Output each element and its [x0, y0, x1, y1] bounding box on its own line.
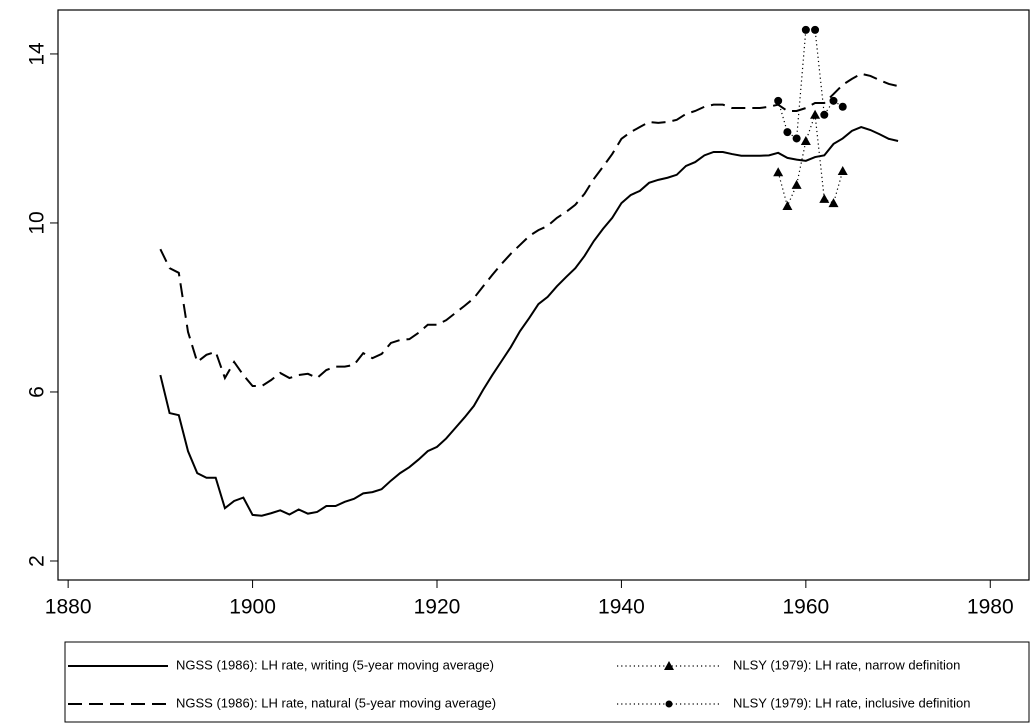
- legend-label: NLSY (1979): LH rate, narrow definition: [733, 657, 960, 672]
- marker-triangle: [782, 201, 793, 211]
- x-tick-label: 1960: [782, 596, 829, 619]
- series-line: [159, 125, 899, 517]
- marker-circle: [801, 25, 810, 34]
- y-tick-label: 2: [26, 555, 49, 567]
- x-tick-label: 1880: [45, 596, 92, 619]
- marker-circle: [783, 128, 792, 137]
- marker-circle: [838, 102, 847, 111]
- series-line: [159, 72, 899, 388]
- y-tick-label: 14: [26, 42, 49, 66]
- plot-frame: [57, 9, 1030, 581]
- marker-triangle: [810, 109, 821, 119]
- legend-label: NLSY (1979): LH rate, inclusive definiti…: [733, 695, 971, 710]
- series-line: [777, 29, 844, 140]
- marker-circle: [820, 110, 829, 119]
- x-tick-label: 1920: [414, 596, 461, 619]
- x-tick-label: 1900: [229, 596, 276, 619]
- marker-triangle: [791, 179, 802, 189]
- marker-circle: [792, 134, 801, 143]
- marker-triangle: [828, 198, 839, 208]
- marker-triangle: [800, 135, 811, 145]
- marker-triangle: [819, 193, 830, 203]
- marker-triangle: [773, 167, 784, 177]
- marker-circle: [774, 96, 783, 105]
- y-tick-label: 10: [26, 211, 49, 234]
- legend-label: NGSS (1986): LH rate, natural (5-year mo…: [176, 695, 496, 710]
- legend-marker: [665, 700, 673, 708]
- marker-circle: [811, 25, 820, 34]
- legend-label: NGSS (1986): LH rate, writing (5-year mo…: [176, 657, 494, 672]
- y-tick-label: 6: [26, 386, 49, 398]
- marker-circle: [829, 96, 838, 105]
- series-line: [777, 114, 844, 208]
- legend-marker: [664, 661, 674, 670]
- legend-box: [64, 641, 1030, 723]
- x-tick-label: 1940: [598, 596, 645, 619]
- x-tick-label: 1980: [967, 596, 1014, 619]
- marker-triangle: [837, 165, 848, 175]
